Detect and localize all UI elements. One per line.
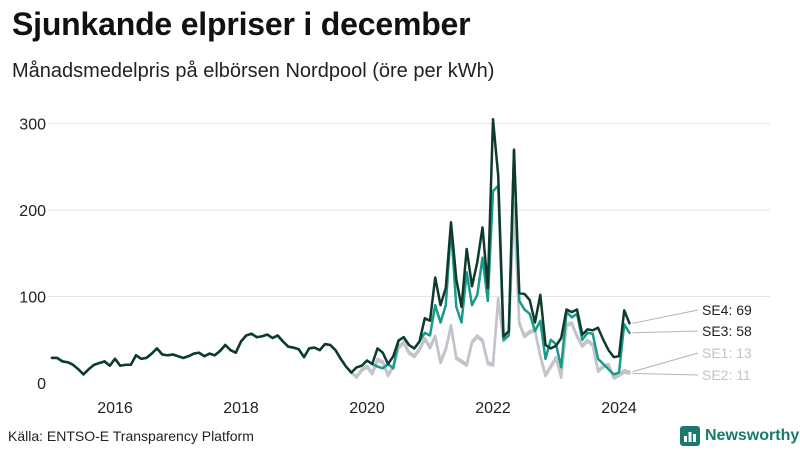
end-label-se4: SE4: 69 (702, 302, 752, 318)
series-line-se3 (50, 150, 631, 376)
chart-title: Sjunkande elpriser i december (12, 6, 471, 42)
bar-chart-logo-icon (680, 426, 700, 446)
brand-logo: Newsworthy (680, 424, 799, 448)
source-note: Källa: ENTSO-E Transparency Platform (8, 428, 254, 444)
y-tick-label: 300 (19, 117, 46, 134)
x-tick-label: 2018 (223, 400, 259, 417)
x-tick-label: 2016 (97, 400, 133, 417)
chart-subtitle: Månadsmedelpris på elbörsen Nordpool (ör… (12, 60, 495, 82)
series-line-se4 (50, 118, 631, 376)
y-tick-label: 100 (19, 290, 46, 307)
end-label-leader (632, 309, 699, 324)
y-tick-label: 0 (37, 376, 46, 393)
y-tick-label: 200 (19, 203, 46, 220)
x-tick-label: 2024 (601, 400, 637, 417)
end-label-se3: SE3: 58 (702, 323, 752, 339)
end-label-leader (632, 352, 699, 373)
x-tick-label: 2020 (349, 400, 385, 417)
end-label-se2: SE2: 11 (702, 367, 751, 383)
end-label-leader (632, 330, 699, 334)
end-label-leader (632, 372, 699, 376)
end-label-se1: SE1: 13 (702, 345, 752, 361)
x-tick-label: 2022 (475, 400, 511, 417)
series-line-se1 (50, 201, 631, 380)
brand-name: Newsworthy (705, 427, 800, 444)
series-line-se2 (50, 203, 631, 380)
